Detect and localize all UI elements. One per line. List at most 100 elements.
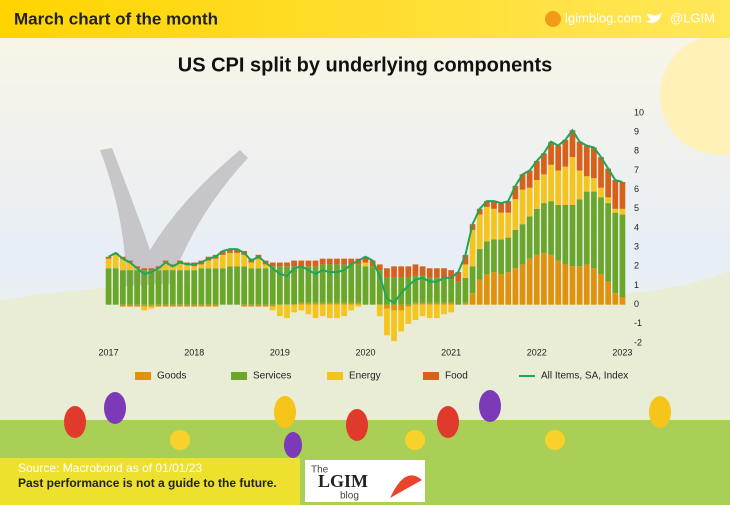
bar-segment <box>291 260 297 267</box>
bar-segment <box>155 270 162 305</box>
bar-segment <box>105 258 112 269</box>
bar-segment <box>355 304 362 307</box>
bar-segment <box>241 304 248 307</box>
bar-segment <box>355 302 362 305</box>
bar-segment <box>162 270 169 305</box>
bar-segment <box>241 254 248 267</box>
x-tick-label: 2020 <box>355 347 375 357</box>
bar-segment <box>419 275 426 303</box>
bar-segment <box>505 212 512 238</box>
bar-segment <box>462 277 469 303</box>
bar-segment <box>441 304 447 315</box>
bar-segment <box>105 256 112 259</box>
bar-segment <box>205 260 212 269</box>
bar-segment <box>205 268 212 305</box>
header-website[interactable]: lgimblog.com <box>565 10 642 25</box>
bar-segment <box>284 304 290 319</box>
bar-segment <box>419 266 426 276</box>
bar-segment <box>341 302 347 305</box>
bar-segment <box>469 266 476 294</box>
bar-segment <box>376 270 383 305</box>
flowers <box>64 390 671 458</box>
bar-segment <box>426 268 433 278</box>
bar-segment <box>348 302 355 305</box>
bar-segment <box>319 264 326 303</box>
bar-segment <box>326 264 333 303</box>
bar-segment <box>319 258 326 265</box>
bar-segment <box>248 262 255 269</box>
bar-segment <box>112 268 119 305</box>
bar-segment <box>576 266 583 305</box>
bar-segment <box>605 197 612 204</box>
bar-segment <box>498 212 504 240</box>
bar-segment <box>434 304 440 319</box>
bar-segment <box>483 274 490 305</box>
bar-segment <box>541 174 547 204</box>
bar-segment <box>277 262 283 267</box>
y-tick-label: 0 <box>634 299 639 309</box>
bar-segment <box>583 145 590 177</box>
bar-segment <box>569 266 576 305</box>
legend-label: Goods <box>157 371 186 382</box>
bar-segment <box>169 266 176 271</box>
y-tick-label: 2 <box>634 261 639 271</box>
bar-segment <box>526 216 533 259</box>
bar-segment <box>605 168 612 198</box>
bar-segment <box>341 304 347 317</box>
bar-segment <box>384 304 390 309</box>
bar-segment <box>148 270 155 305</box>
bar-segment <box>455 281 462 305</box>
bar-segment <box>476 214 483 250</box>
bar-segment <box>576 170 583 200</box>
bar-segment <box>305 304 312 315</box>
bar-segment <box>483 241 490 274</box>
bar-segment <box>148 306 155 309</box>
bar-segment <box>533 208 540 255</box>
bar-segment <box>334 264 340 303</box>
bar-segment <box>162 304 169 307</box>
header-twitter[interactable]: @LGIM <box>670 10 715 25</box>
bar-segment <box>519 189 526 225</box>
bar-segment <box>591 178 597 192</box>
bar-segment <box>483 201 490 207</box>
bar-segment <box>619 182 626 209</box>
bar-segment <box>312 304 319 319</box>
bar-segment <box>169 270 176 305</box>
bar-segment <box>191 304 198 307</box>
bar-segment <box>562 264 569 305</box>
bar-segment <box>455 272 462 282</box>
bar-segment <box>127 304 133 307</box>
bar-segment <box>555 170 562 205</box>
bar-segment <box>369 266 376 305</box>
bar-segment <box>612 293 619 305</box>
bar-segment <box>198 304 205 307</box>
bar-segment <box>384 277 390 305</box>
bar-segment <box>519 264 526 305</box>
bar-segment <box>419 304 426 317</box>
bar-segment <box>234 266 240 305</box>
bar-segment <box>483 206 490 242</box>
bar-segment <box>262 264 269 269</box>
bar-segment <box>348 264 355 303</box>
bar-segment <box>141 270 148 305</box>
bar-segment <box>162 262 169 271</box>
bar-segment <box>555 260 562 305</box>
bar-segment <box>398 310 405 332</box>
bar-segment <box>127 270 133 305</box>
bar-segment <box>277 266 283 305</box>
legend-label: Energy <box>349 371 381 382</box>
bar-segment <box>555 205 562 261</box>
bar-segment <box>412 275 419 303</box>
bar-segment <box>391 266 397 278</box>
bar-segment <box>619 297 626 305</box>
bar-segment <box>141 304 148 307</box>
bar-segment <box>134 270 140 305</box>
bar-segment <box>305 266 312 303</box>
bar-segment <box>498 239 504 274</box>
bar-segment <box>234 252 240 267</box>
bar-segment <box>491 239 497 273</box>
bar-segment <box>212 268 219 305</box>
bar-segment <box>498 274 504 305</box>
bar-segment <box>298 302 305 305</box>
bar-segment <box>412 302 419 305</box>
